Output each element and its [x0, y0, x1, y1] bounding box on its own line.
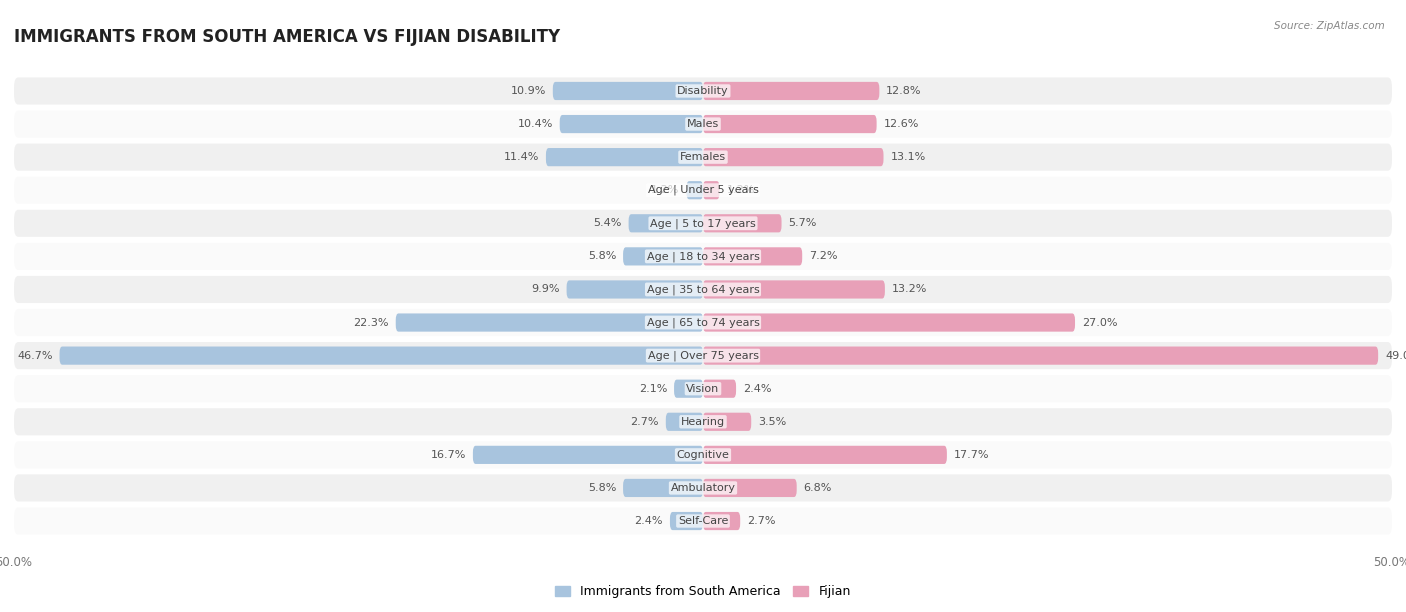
Text: 2.4%: 2.4% [634, 516, 664, 526]
Text: 2.1%: 2.1% [638, 384, 668, 394]
Text: 12.6%: 12.6% [883, 119, 920, 129]
FancyBboxPatch shape [14, 441, 1392, 468]
Text: 2.7%: 2.7% [747, 516, 776, 526]
FancyBboxPatch shape [14, 210, 1392, 237]
Text: 11.4%: 11.4% [503, 152, 538, 162]
Text: Age | 65 to 74 years: Age | 65 to 74 years [647, 317, 759, 328]
Text: Age | 5 to 17 years: Age | 5 to 17 years [650, 218, 756, 228]
FancyBboxPatch shape [703, 446, 946, 464]
FancyBboxPatch shape [703, 247, 803, 266]
FancyBboxPatch shape [666, 412, 703, 431]
FancyBboxPatch shape [686, 181, 703, 200]
Text: 7.2%: 7.2% [808, 252, 838, 261]
FancyBboxPatch shape [14, 276, 1392, 303]
Text: 6.8%: 6.8% [804, 483, 832, 493]
Text: Males: Males [688, 119, 718, 129]
FancyBboxPatch shape [14, 243, 1392, 270]
Text: 22.3%: 22.3% [353, 318, 389, 327]
Text: Age | 35 to 64 years: Age | 35 to 64 years [647, 284, 759, 295]
FancyBboxPatch shape [560, 115, 703, 133]
FancyBboxPatch shape [669, 512, 703, 530]
FancyBboxPatch shape [14, 77, 1392, 105]
Text: 49.0%: 49.0% [1385, 351, 1406, 360]
FancyBboxPatch shape [703, 412, 751, 431]
FancyBboxPatch shape [14, 309, 1392, 336]
FancyBboxPatch shape [703, 512, 740, 530]
FancyBboxPatch shape [703, 379, 737, 398]
Text: 27.0%: 27.0% [1083, 318, 1118, 327]
FancyBboxPatch shape [546, 148, 703, 166]
Text: 16.7%: 16.7% [430, 450, 465, 460]
Text: Self-Care: Self-Care [678, 516, 728, 526]
FancyBboxPatch shape [14, 474, 1392, 501]
FancyBboxPatch shape [703, 479, 797, 497]
Text: Disability: Disability [678, 86, 728, 96]
Text: Hearing: Hearing [681, 417, 725, 427]
FancyBboxPatch shape [14, 507, 1392, 535]
FancyBboxPatch shape [623, 479, 703, 497]
Text: IMMIGRANTS FROM SOUTH AMERICA VS FIJIAN DISABILITY: IMMIGRANTS FROM SOUTH AMERICA VS FIJIAN … [14, 28, 560, 46]
Text: 5.4%: 5.4% [593, 218, 621, 228]
Text: 5.8%: 5.8% [588, 252, 616, 261]
Legend: Immigrants from South America, Fijian: Immigrants from South America, Fijian [550, 580, 856, 603]
FancyBboxPatch shape [14, 408, 1392, 435]
FancyBboxPatch shape [703, 214, 782, 233]
Text: 9.9%: 9.9% [531, 285, 560, 294]
FancyBboxPatch shape [628, 214, 703, 233]
FancyBboxPatch shape [703, 313, 1076, 332]
FancyBboxPatch shape [553, 82, 703, 100]
FancyBboxPatch shape [14, 144, 1392, 171]
Text: 13.1%: 13.1% [890, 152, 925, 162]
FancyBboxPatch shape [703, 82, 879, 100]
FancyBboxPatch shape [703, 148, 883, 166]
FancyBboxPatch shape [623, 247, 703, 266]
FancyBboxPatch shape [14, 177, 1392, 204]
Text: 10.4%: 10.4% [517, 119, 553, 129]
Text: Age | Under 5 years: Age | Under 5 years [648, 185, 758, 195]
FancyBboxPatch shape [703, 181, 720, 200]
Text: 1.2%: 1.2% [651, 185, 679, 195]
FancyBboxPatch shape [703, 115, 876, 133]
Text: 1.2%: 1.2% [727, 185, 755, 195]
Text: Age | 18 to 34 years: Age | 18 to 34 years [647, 251, 759, 261]
FancyBboxPatch shape [14, 111, 1392, 138]
FancyBboxPatch shape [395, 313, 703, 332]
Text: 3.5%: 3.5% [758, 417, 786, 427]
Text: 17.7%: 17.7% [953, 450, 990, 460]
Text: Cognitive: Cognitive [676, 450, 730, 460]
Text: Ambulatory: Ambulatory [671, 483, 735, 493]
FancyBboxPatch shape [567, 280, 703, 299]
FancyBboxPatch shape [703, 280, 884, 299]
FancyBboxPatch shape [14, 342, 1392, 369]
Text: 5.7%: 5.7% [789, 218, 817, 228]
Text: 2.4%: 2.4% [742, 384, 772, 394]
Text: Source: ZipAtlas.com: Source: ZipAtlas.com [1274, 21, 1385, 31]
FancyBboxPatch shape [472, 446, 703, 464]
Text: Vision: Vision [686, 384, 720, 394]
Text: 5.8%: 5.8% [588, 483, 616, 493]
Text: 13.2%: 13.2% [891, 285, 927, 294]
FancyBboxPatch shape [703, 346, 1378, 365]
Text: 10.9%: 10.9% [510, 86, 546, 96]
FancyBboxPatch shape [59, 346, 703, 365]
Text: 46.7%: 46.7% [17, 351, 52, 360]
Text: 2.7%: 2.7% [630, 417, 659, 427]
FancyBboxPatch shape [14, 375, 1392, 402]
Text: Females: Females [681, 152, 725, 162]
Text: Age | Over 75 years: Age | Over 75 years [648, 351, 758, 361]
Text: 12.8%: 12.8% [886, 86, 922, 96]
FancyBboxPatch shape [673, 379, 703, 398]
